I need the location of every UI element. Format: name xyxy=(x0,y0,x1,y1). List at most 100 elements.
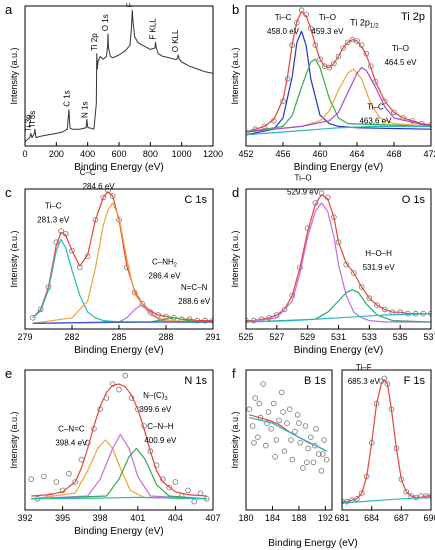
panel-a-annotation-0: Ti 3p xyxy=(24,114,33,132)
panel-e-series-0-point xyxy=(53,479,60,485)
panel-b-xtick-label: 460 xyxy=(312,149,327,159)
panel-f1-series-0-point xyxy=(265,409,272,415)
panel-b-series-3-line xyxy=(246,58,431,133)
panel-e-series-3-line xyxy=(31,433,207,500)
panel-f1-series-2-line xyxy=(249,417,327,452)
panel-e-series-0-point xyxy=(166,484,172,491)
panel-e-series-0-point xyxy=(66,470,72,477)
panel-e-xaxis-label: Binding Energy (eV) xyxy=(74,526,164,537)
panel-b-annotation-5: 459.3 eV xyxy=(311,27,344,36)
panel-b-annotation-8: Ti–C xyxy=(367,103,384,112)
panel-e-annotation-5: 400.9 eV xyxy=(144,436,177,445)
panel-d-series-0-point xyxy=(374,302,380,309)
panel-f1-series-0-point xyxy=(296,420,302,427)
panel-c-xtick-label: 285 xyxy=(111,332,126,342)
panel-a-annotation-8: O KLL xyxy=(171,29,180,52)
panel-d-series-3-line xyxy=(246,289,431,323)
panel-b-series-0-point xyxy=(312,42,319,48)
panel-f2-series-0 xyxy=(342,375,431,505)
panel-f2-xtick-label: 684 xyxy=(364,513,379,523)
panel-e-data xyxy=(28,372,210,505)
panel-b-xtick-label: 452 xyxy=(238,149,253,159)
panel-c-series-6-line xyxy=(32,321,213,324)
panel-f1-series-0-point xyxy=(273,437,280,443)
panel-f2-series-1-line xyxy=(342,379,431,503)
panel-a-xtick-label: 0 xyxy=(22,149,27,159)
panel-e-xtick-label: 398 xyxy=(93,513,108,523)
panel-e-annotation-4: C–N–H xyxy=(147,422,173,431)
panel-b-data xyxy=(246,7,431,136)
panel-b-series-2-line xyxy=(246,30,431,136)
panel-e-xtick-label: 395 xyxy=(55,513,70,523)
panel-b-annotation-2: Ti–C xyxy=(275,13,292,22)
panel-b-series-0-point xyxy=(335,53,342,60)
panel-c-series-4-line xyxy=(32,304,213,324)
panel-b-series-0-point xyxy=(344,39,351,46)
panel-c-annotation-7: 288.6 eV xyxy=(178,297,211,306)
panel-f2-series-0-point xyxy=(403,488,410,495)
panel-f2: 681 684 687 690 F 1s Ti–F 685.3 eV xyxy=(334,363,435,523)
panel-b-annotation-6: Ti–O xyxy=(392,44,409,53)
panel-b-series-6-line xyxy=(246,125,431,136)
panel-b-xaxis-label: Binding Energy (eV) xyxy=(294,162,384,173)
panel-f1-series-0-point xyxy=(251,439,257,446)
panel-d-series-4-line xyxy=(246,313,431,323)
panel-d-xtick-label: 529 xyxy=(300,332,315,342)
panel-f1-series-0-point xyxy=(313,425,319,432)
panel-e-series-5-line xyxy=(31,496,207,500)
panel-c-title: C 1s xyxy=(184,194,207,206)
panel-d-xtick-label: 531 xyxy=(331,332,346,342)
panel-e-yaxis-label: Intensity (a.u.) xyxy=(9,411,19,468)
panel-e-letter: e xyxy=(5,366,12,381)
panel-e-annotation-1: 398.4 eV xyxy=(55,439,88,448)
panel-f1-series-0-point xyxy=(321,437,327,443)
panel-b-frame xyxy=(245,5,432,147)
panel-a-annotation-6: F 1s xyxy=(125,0,134,7)
panel-c-series-0-point xyxy=(105,189,111,194)
panel-b-series-0-point xyxy=(354,38,360,44)
panel-f1-series-0-point xyxy=(284,420,290,427)
panel-f1-series-0-point xyxy=(249,423,256,429)
panel-f2-annotation-0: Ti–F xyxy=(356,363,372,372)
panel-b-annotation-1: Ti 2p1/2 xyxy=(350,18,379,30)
panel-b-xtick-label: 464 xyxy=(349,149,364,159)
panel-d-yaxis-label: Intensity (a.u.) xyxy=(230,230,240,287)
panel-f2-series-0-point xyxy=(358,490,365,497)
panel-f1: 180 184 188 192 Intensity (a.u.) B 1s xyxy=(230,369,333,523)
panel-c-xtick-label: 288 xyxy=(158,332,173,342)
panel-f1-series-0-point xyxy=(278,389,285,396)
panel-f1-xtick-label: 188 xyxy=(291,513,306,523)
panel-f1-series-0-point xyxy=(319,451,326,457)
panel-c-yaxis-label: Intensity (a.u.) xyxy=(9,230,19,287)
panel-f2-xtick-label: 681 xyxy=(334,513,349,523)
panel-e-annotation-0: C–N=C xyxy=(58,425,85,434)
panel-f1-series-0-point xyxy=(272,453,278,460)
panel-e-series-0-point xyxy=(40,473,47,480)
panel-e-series-0-point xyxy=(72,479,78,485)
panel-d: 525 527 529 531 533 535 537 Binding Energy (eV)… xyxy=(230,174,435,356)
panel-b-series-0-point xyxy=(391,109,397,116)
panel-b-annotation-4: Ti–O xyxy=(319,13,336,22)
panel-b-series-0-point xyxy=(331,60,337,67)
panel-d-title: O 1s xyxy=(402,194,426,206)
panel-b-series-0-point xyxy=(340,45,346,51)
panel-e-frame xyxy=(24,369,214,511)
panel-f1-series-0-point xyxy=(318,467,325,474)
panel-f2-frame xyxy=(341,369,432,511)
panel-f1-series-0-point xyxy=(311,442,318,449)
panel-b-annotation-0: Ti 2p3/2 xyxy=(292,0,321,2)
panel-a-annotation-1: Ti 3s xyxy=(28,111,37,128)
panel-b-annotation-7: 464.5 eV xyxy=(384,58,417,67)
panel-a-xtick-label: 200 xyxy=(49,149,64,159)
panel-a-xtick-label: 800 xyxy=(143,149,158,159)
panel-f1-series-0-point xyxy=(323,456,330,463)
panel-e-xtick-label: 401 xyxy=(130,513,145,523)
panel-a-annotation-2: C 1s xyxy=(62,90,71,106)
panel-e-series-0-point xyxy=(191,498,198,505)
panel-d-xtick-label: 537 xyxy=(423,332,435,342)
panel-f1-series-0-point xyxy=(268,425,274,432)
panel-a-xtick-label: 400 xyxy=(80,149,95,159)
panel-f1-xtick-label: 180 xyxy=(238,513,253,523)
panel-d-data xyxy=(246,190,431,324)
panel-b-annotation-9: 463.6 eV xyxy=(359,117,392,126)
